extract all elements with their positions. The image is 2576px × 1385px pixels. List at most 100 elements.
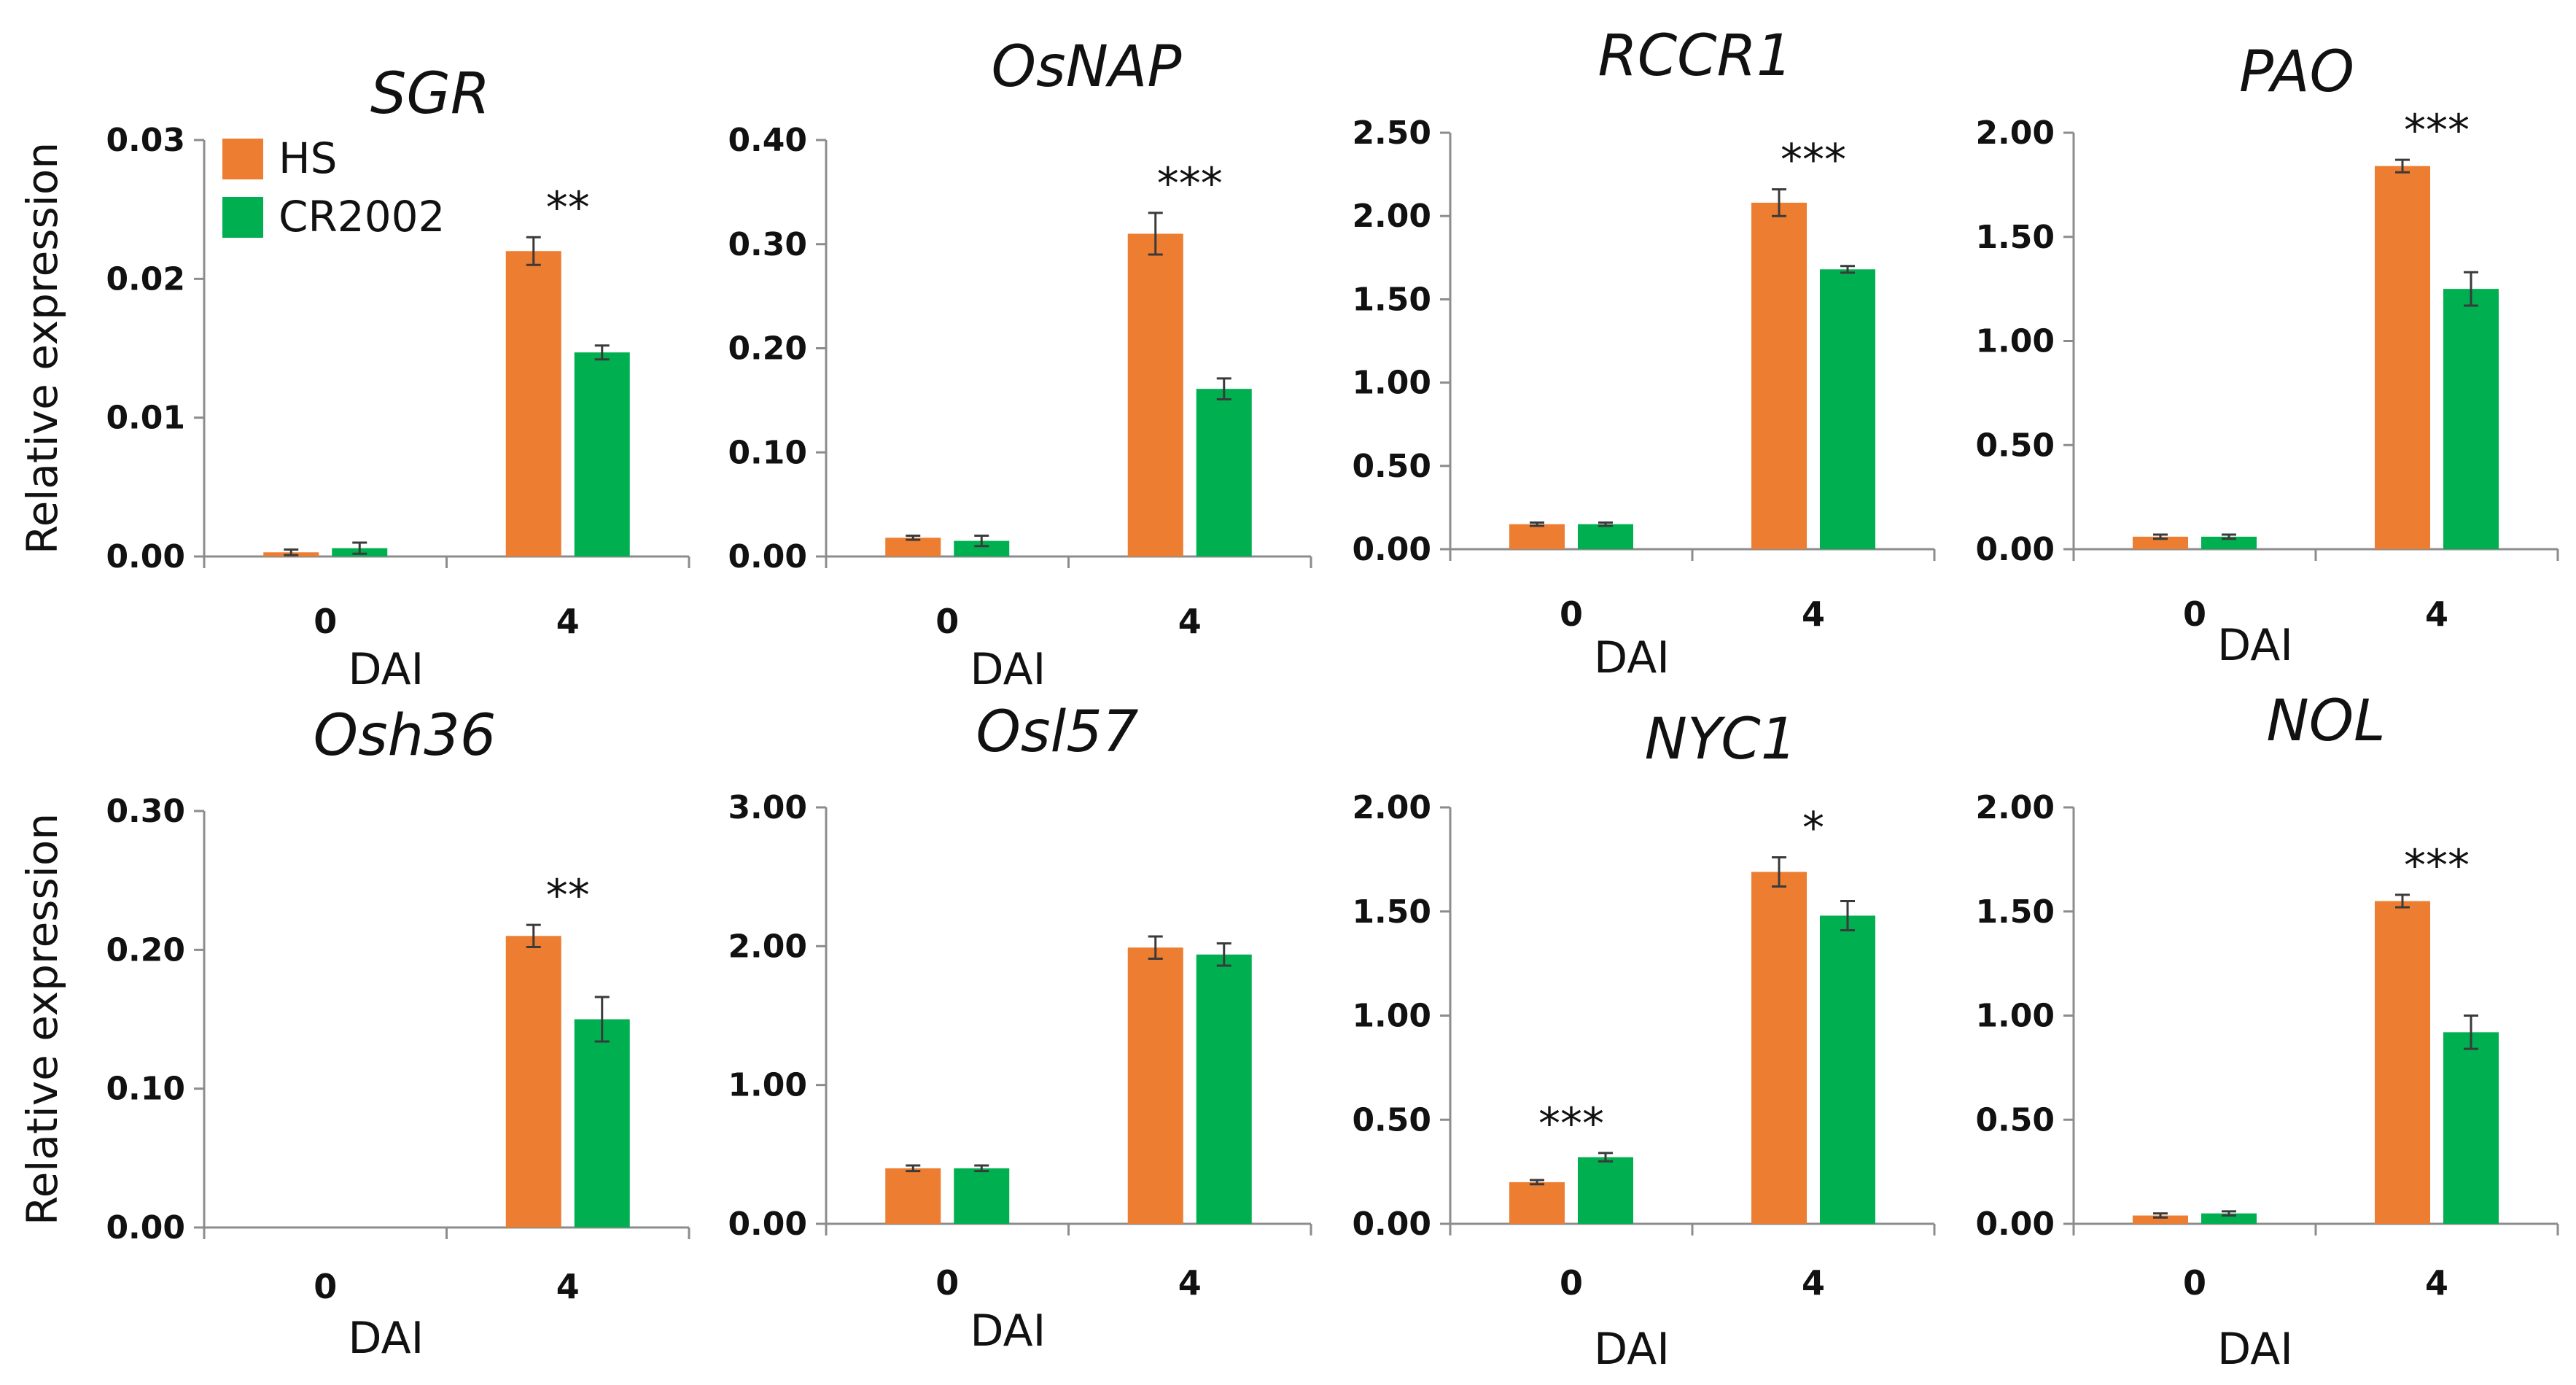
y-tick-label: 2.00 [728, 928, 807, 965]
y-tick-label: 1.50 [1352, 281, 1431, 318]
y-axis-label: Relative expression [17, 813, 67, 1225]
bar-hs-0 [885, 1168, 941, 1224]
bar-cr2002-0 [1578, 1157, 1633, 1224]
x-axis-label: DAI [970, 1306, 1046, 1357]
bar-hs-4 [2375, 166, 2430, 549]
x-tick-label: 0 [1560, 1263, 1583, 1303]
significance-marker: *** [1781, 135, 1846, 186]
y-tick-label: 0.50 [1975, 427, 2055, 464]
y-tick-label: 1.00 [728, 1067, 807, 1104]
x-tick-label: 0 [935, 602, 959, 641]
chart-title: PAO [2239, 39, 2354, 105]
y-tick-label: 0.50 [1975, 1101, 2055, 1138]
chart-title: Osl57 [976, 699, 1139, 765]
y-tick-label: 1.00 [1352, 365, 1431, 402]
y-tick-label: 2.50 [1352, 115, 1431, 152]
bar-hs-4 [1127, 233, 1183, 556]
x-tick-label: 0 [314, 1267, 337, 1306]
significance-marker: ** [546, 182, 590, 233]
y-tick-label: 0.00 [1352, 1206, 1431, 1243]
x-axis-label: DAI [970, 644, 1046, 695]
y-tick-label: 0.40 [728, 122, 807, 159]
y-tick-label: 0.00 [106, 1209, 185, 1246]
x-tick-label: 4 [2425, 1263, 2448, 1303]
x-tick-label: 0 [2183, 1263, 2206, 1303]
bar-cr2002-4 [1820, 269, 1875, 549]
x-axis-label: DAI [348, 644, 424, 695]
bar-cr2002-4 [1196, 954, 1252, 1224]
bar-hs-0 [1509, 1182, 1565, 1224]
bar-cr2002-4 [2443, 1032, 2499, 1224]
x-axis-label: DAI [2217, 620, 2293, 671]
y-tick-label: 1.50 [1975, 219, 2055, 256]
significance-marker: *** [1157, 158, 1223, 209]
x-tick-label: 4 [1178, 602, 1202, 641]
y-tick-label: 2.00 [1352, 198, 1431, 235]
y-tick-label: 2.00 [1975, 115, 2055, 152]
y-tick-label: 0.00 [1975, 1206, 2055, 1243]
chart-panel-sgr: SGR 0.00 0.01 0.02 0.03 0 4 DAI Relative express… [17, 61, 690, 695]
bar-cr2002-0 [954, 540, 1010, 556]
chart-title: SGR [370, 61, 490, 127]
y-tick-label: 0.00 [728, 538, 807, 575]
bar-cr2002-4 [574, 1019, 630, 1227]
bar-hs-0 [1509, 524, 1565, 549]
y-tick-label: 0.02 [106, 260, 185, 298]
chart-title: NYC1 [1645, 707, 1797, 772]
y-tick-label: 2.00 [1352, 789, 1431, 826]
y-tick-label: 0.50 [1352, 448, 1431, 485]
y-tick-label: 0.10 [728, 434, 807, 471]
y-tick-label: 2.00 [1975, 789, 2055, 826]
bar-hs-4 [1127, 947, 1183, 1224]
y-tick-label: 0.00 [728, 1206, 807, 1243]
bar-cr2002-4 [2443, 289, 2499, 549]
legend-label: CR2002 [279, 192, 445, 241]
x-tick-label: 4 [2425, 594, 2448, 634]
y-tick-label: 0.03 [106, 122, 185, 159]
bar-cr2002-0 [954, 1168, 1010, 1224]
legend-swatch-hs [222, 139, 263, 179]
chart-title: NOL [2266, 688, 2385, 754]
significance-marker: *** [1538, 1098, 1604, 1149]
x-tick-label: 4 [1178, 1263, 1202, 1303]
chart-title: Osh36 [314, 703, 497, 769]
y-tick-label: 0.30 [728, 226, 807, 263]
bar-hs-0 [2133, 1215, 2188, 1224]
x-tick-label: 4 [556, 602, 580, 641]
y-tick-label: 0.00 [1352, 531, 1431, 568]
x-tick-label: 0 [314, 602, 337, 641]
x-axis-label: DAI [1594, 632, 1670, 683]
x-axis-label: DAI [348, 1313, 424, 1364]
legend: HS CR2002 [222, 133, 445, 241]
y-tick-label: 0.10 [106, 1071, 185, 1108]
bar-hs-4 [1751, 202, 1807, 549]
bar-hs-4 [505, 251, 561, 556]
x-tick-label: 4 [1802, 594, 1825, 634]
significance-marker: * [1802, 803, 1824, 854]
bar-cr2002-0 [2201, 536, 2257, 549]
bar-hs-4 [1751, 872, 1807, 1224]
y-tick-label: 0.50 [1352, 1101, 1431, 1138]
x-axis-label: DAI [2217, 1324, 2293, 1375]
y-tick-label: 0.20 [728, 330, 807, 368]
bar-cr2002-4 [1196, 389, 1252, 556]
chart-panel-pao: PAO 0.00 0.50 1.00 1.50 2.00 0 4 DAI *** [1975, 39, 2559, 671]
chart-panel-osh36: Osh36 0.00 0.10 0.20 0.30 0 4 DAI Relative expre… [17, 703, 690, 1364]
x-axis-label: DAI [1594, 1324, 1670, 1375]
y-axis-label: Relative expression [17, 142, 67, 554]
y-tick-label: 1.00 [1352, 998, 1431, 1035]
bar-cr2002-0 [2201, 1213, 2257, 1224]
x-tick-label: 4 [556, 1267, 580, 1306]
y-tick-label: 0.00 [1975, 531, 2055, 568]
chart-panel-osnap: OsNAP 0.00 0.10 0.20 0.30 0.40 0 4 DAI *** [728, 34, 1312, 695]
y-tick-label: 0.30 [106, 793, 185, 830]
y-tick-label: 1.50 [1975, 893, 2055, 931]
x-tick-label: 0 [935, 1263, 959, 1303]
bar-cr2002-0 [1578, 524, 1633, 549]
chart-title: RCCR1 [1598, 23, 1793, 89]
y-tick-label: 1.00 [1975, 998, 2055, 1035]
y-tick-label: 3.00 [728, 789, 807, 826]
legend-label: HS [279, 133, 337, 183]
